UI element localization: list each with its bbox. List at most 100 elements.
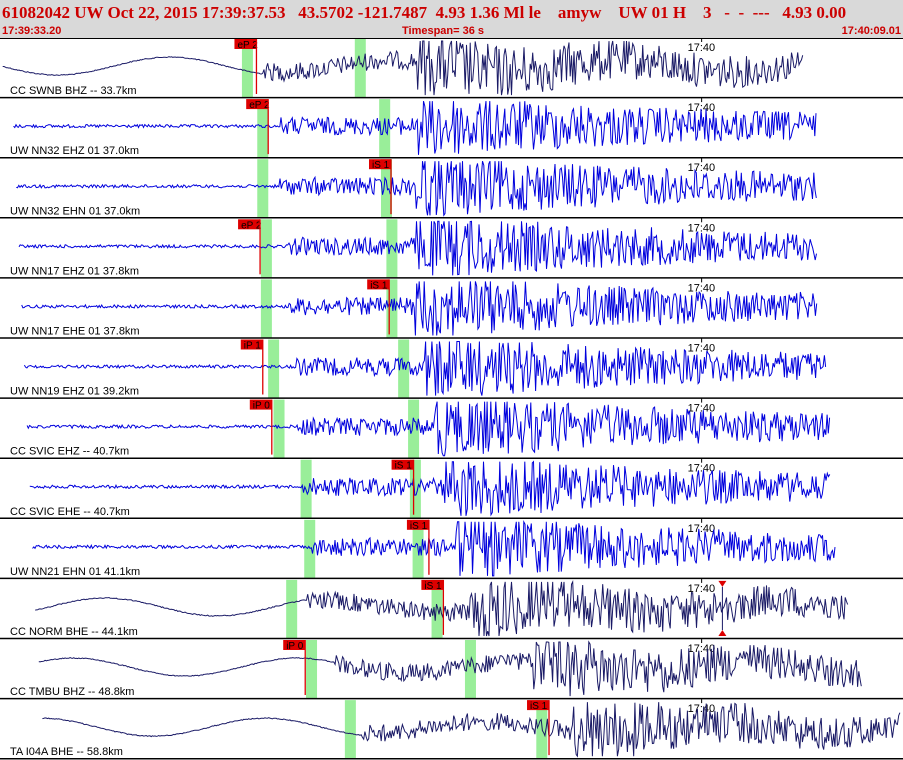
pick-label: eP 2 <box>237 40 258 51</box>
trace-row[interactable]: 17:40 iS 1 UW NN21 EHN 01 41.1km <box>10 518 836 578</box>
time-tick-label: 17:40 <box>688 643 716 655</box>
phase-window-marker <box>409 459 421 518</box>
pick-flag-icon[interactable] <box>367 279 390 290</box>
time-tick-label: 17:40 <box>688 162 716 174</box>
pick-label: iP 0 <box>286 641 303 652</box>
station-label: CC SVIC EHZ -- 40.7km <box>10 446 129 458</box>
header-bar: 61082042 UW Oct 22, 2015 17:39:37.53 43.… <box>0 0 903 38</box>
pick-label: iP 1 <box>244 341 261 352</box>
time-tick-label: 17:40 <box>688 583 716 595</box>
pick-label: iS 1 <box>372 160 390 171</box>
pick-flag-icon[interactable] <box>368 159 391 170</box>
seismogram-panel[interactable]: 17:40 eP 2 CC SWNB BHZ -- 33.7km 17:40 eP 2 U… <box>0 38 903 760</box>
station-label: UW NN17 EHE 01 37.8km <box>10 326 140 338</box>
pick-flag-icon[interactable] <box>421 579 444 590</box>
time-tick-label: 17:40 <box>688 222 716 234</box>
phase-window-marker <box>306 640 318 699</box>
pick-label: iP 0 <box>253 401 270 412</box>
phase-window-marker <box>260 279 272 338</box>
pick-label: iS 1 <box>424 581 442 592</box>
pick-flag-icon[interactable] <box>391 459 414 470</box>
station-label: CC SVIC EHE -- 40.7km <box>10 506 130 518</box>
trace-row[interactable]: 17:40 iP 1 UW NN19 EHZ 01 39.2km <box>10 338 827 398</box>
phase-window-marker <box>257 159 269 218</box>
time-tick-label: 17:40 <box>688 463 716 475</box>
station-label: UW NN32 EHN 01 37.0km <box>10 205 140 217</box>
trace-row[interactable]: 17:40 iS 1 UW NN32 EHN 01 37.0km <box>10 158 817 218</box>
start-time: 17:39:33.20 <box>2 25 62 37</box>
pick-label: eP 2 <box>241 220 262 231</box>
pick-label: eP 2 <box>249 100 270 111</box>
time-info-bar: 17:39:33.20 Timespan= 36 s 17:40:09.01 <box>0 25 903 38</box>
waveform-trace <box>21 281 818 336</box>
trace-row[interactable]: 17:40 iP 0 CC TMBU BHZ -- 48.8km <box>10 639 862 699</box>
waveform-trace <box>16 160 817 217</box>
waveform-trace <box>18 220 817 276</box>
station-label: CC TMBU BHZ -- 48.8km <box>10 686 134 698</box>
phase-window-marker <box>260 219 272 278</box>
trace-row[interactable]: 17:40 iS 1 CC SVIC EHE -- 40.7km <box>10 458 831 518</box>
pick-label: iS 1 <box>370 280 388 291</box>
phase-window-marker <box>354 39 366 98</box>
waveform-trace <box>42 702 901 758</box>
waveform-trace <box>23 341 827 396</box>
pick-flag-icon[interactable] <box>406 519 429 530</box>
phase-window-marker <box>386 219 398 278</box>
pick-flag-icon[interactable] <box>240 339 263 350</box>
phase-window-marker <box>431 579 443 638</box>
trace-row[interactable]: 17:40 iS 1 UW NN17 EHE 01 37.8km <box>10 278 818 338</box>
station-label: UW NN19 EHZ 01 39.2km <box>10 386 139 398</box>
station-label: UW NN17 EHZ 01 37.8km <box>10 265 139 277</box>
time-tick-label: 17:40 <box>688 343 716 355</box>
station-label: UW NN32 EHZ 01 37.0km <box>10 145 139 157</box>
pick-flag-icon[interactable] <box>246 99 269 110</box>
timespan-label: Timespan= 36 s <box>402 25 485 37</box>
trace-row[interactable]: 17:40 iS 1 TA I04A BHE -- 58.8km <box>10 699 901 759</box>
phase-window-marker <box>241 39 253 98</box>
waveform-trace <box>13 100 817 155</box>
pick-label: iS 1 <box>410 521 428 532</box>
waveform-trace <box>38 640 862 697</box>
phase-window-marker <box>257 99 269 158</box>
pick-flag-icon[interactable] <box>234 39 257 49</box>
time-tick-label: 17:40 <box>688 703 716 715</box>
pick-flag-icon[interactable] <box>238 219 261 230</box>
waveform-trace <box>35 580 849 637</box>
waveform-trace <box>32 520 836 577</box>
phase-window-marker <box>344 700 356 759</box>
trace-row[interactable]: 17:40 eP 2 CC SWNB BHZ -- 33.7km <box>2 38 804 98</box>
waveform-trace <box>2 40 804 96</box>
time-tick-label: 17:40 <box>688 102 716 114</box>
phase-window-marker <box>379 99 391 158</box>
trace-row[interactable]: 17:40 eP 2 UW NN32 EHZ 01 37.0km <box>10 98 817 158</box>
station-label: TA I04A BHE -- 58.8km <box>10 746 123 758</box>
trace-row[interactable]: 17:40 eP 2 UW NN17 EHZ 01 37.8km <box>10 218 817 278</box>
phase-window-marker <box>268 339 280 398</box>
phase-window-marker <box>408 399 420 458</box>
phase-window-marker <box>380 159 392 218</box>
pick-flag-icon[interactable] <box>527 700 550 711</box>
pick-label: iS 1 <box>530 701 548 712</box>
trace-row[interactable]: 17:40 iS 1 CC NORM BHE -- 44.1km <box>10 578 849 638</box>
station-label: CC NORM BHE -- 44.1km <box>10 626 138 638</box>
amplitude-marker-icon <box>718 630 727 636</box>
time-tick-label: 17:40 <box>688 403 716 415</box>
pick-label: iS 1 <box>395 461 413 472</box>
waveform-trace <box>29 460 831 517</box>
amplitude-marker-icon <box>718 580 727 587</box>
phase-window-marker <box>273 399 285 458</box>
time-tick-label: 17:40 <box>688 523 716 535</box>
end-time: 17:40:09.01 <box>841 25 901 37</box>
phase-window-marker <box>286 579 298 638</box>
station-label: CC SWNB BHZ -- 33.7km <box>10 85 137 97</box>
phase-window-marker <box>386 279 398 338</box>
time-tick-label: 17:40 <box>688 42 716 54</box>
waveform-trace <box>26 401 831 457</box>
pick-flag-icon[interactable] <box>283 640 306 650</box>
pick-flag-icon[interactable] <box>249 399 272 410</box>
trace-row[interactable]: 17:40 iP 0 CC SVIC EHZ -- 40.7km <box>10 398 831 458</box>
phase-window-marker <box>464 640 476 699</box>
event-title: 61082042 UW Oct 22, 2015 17:39:37.53 43.… <box>2 3 847 22</box>
time-tick-label: 17:40 <box>688 282 716 294</box>
station-label: UW NN21 EHN 01 41.1km <box>10 566 140 578</box>
